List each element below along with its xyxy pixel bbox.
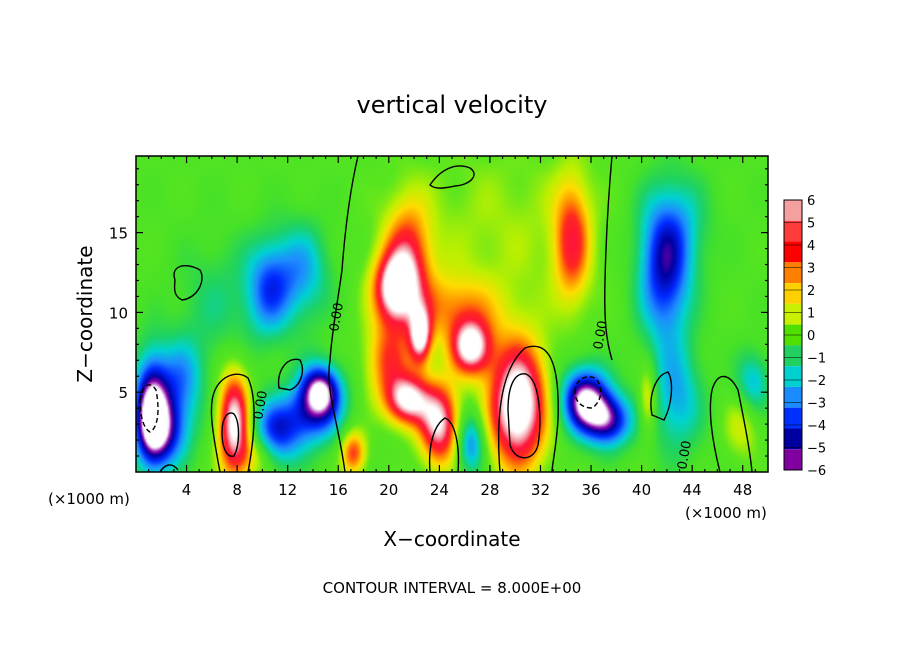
colorbar-label: 1 [807,307,815,322]
x-tick-label: 48 [733,481,752,499]
x-tick-label: 20 [379,481,398,499]
x-tick-label: 12 [278,481,297,499]
y-tick-labels: 5 10 15 [109,225,128,403]
colorbar-swatch [784,200,802,221]
x-tick-label: 8 [232,481,242,499]
colorbar-label: −3 [807,397,826,412]
colorbar-labels: 6 5 4 3 2 1 0 −1 −2 −3 −4 −5 −6 [807,194,826,479]
colorbar-label: −2 [807,374,826,389]
contour-line [507,373,541,459]
colorbar-label: 6 [807,194,815,209]
colorbar-label: −4 [807,419,826,434]
contour-line [328,155,359,473]
contour-line [428,417,460,473]
contour-interval-footer: CONTOUR INTERVAL = 8.000E+00 [323,579,582,597]
x-tick-label: 44 [683,481,702,499]
colorbar-swatch [784,449,802,470]
colorbar-swatch [784,386,802,408]
y-tick-label: 5 [118,384,128,402]
zero-contours [139,155,753,473]
colorbar-swatch [784,366,802,387]
y-tick-label: 15 [109,225,128,243]
contour-line [221,412,240,457]
x-tick-label: 24 [430,481,449,499]
colorbar-label: 2 [807,284,815,299]
x-tick-label: 28 [480,481,499,499]
colorbar-swatch [784,283,802,304]
colorbar-swatch [784,407,802,429]
contour-line [429,165,475,189]
contour-line [650,371,673,421]
colorbar-label: 5 [807,217,815,232]
contour-labels: 0.00 0.00 0.00 0.00 [251,302,695,471]
plot-area: 0.00 0.00 0.00 0.00 [135,155,769,473]
colorbar-swatch [784,428,802,450]
contour-line [498,345,559,473]
contour-line [210,373,255,473]
x-tick-label: 36 [581,481,600,499]
colorbar-label: 3 [807,262,815,277]
chart-title: vertical velocity [357,91,548,119]
x-tick-label: 4 [182,481,192,499]
colorbar-swatch [784,262,802,284]
x-axis-label: X−coordinate [383,527,520,551]
x-unit-left: (×1000 m) [48,490,130,508]
colorbar-label: −6 [807,464,826,479]
x-tick-labels: 4 8 12 16 20 24 28 32 36 40 44 48 [182,481,752,499]
contour-line [604,155,613,361]
contour-label: 0.00 [591,320,611,351]
x-tick-label: 40 [632,481,651,499]
x-unit-right: (×1000 m) [685,504,767,522]
contour-line [277,358,304,391]
colorbar-label: 4 [807,239,815,254]
x-tick-label: 32 [531,481,550,499]
x-tick-label: 16 [329,481,348,499]
y-ticks [136,168,768,457]
colorbar-swatch [784,303,802,325]
colorbar-swatch [784,345,802,367]
colorbar [783,199,803,471]
y-axis-label: Z−coordinate [73,245,97,382]
colorbar-swatch [784,241,802,263]
contour-line [709,375,753,473]
colorbar-swatch [784,220,802,242]
contour-label: 0.00 [251,390,271,421]
contour-line-dashed [139,384,159,433]
colorbar-label: −5 [807,442,826,457]
colorbar-label: −1 [807,352,826,367]
contour-label: 0.00 [675,440,695,471]
contour-label: 0.00 [327,302,347,333]
colorbar-label: 0 [807,329,815,344]
x-ticks [148,156,756,472]
y-tick-label: 10 [109,304,128,322]
contour-line [173,264,203,301]
